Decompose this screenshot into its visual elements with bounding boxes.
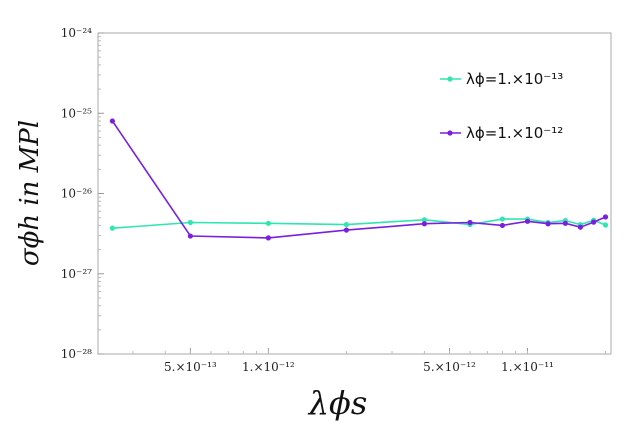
legend-label: λϕ=1.×10⁻¹² <box>466 124 563 142</box>
legend-marker <box>447 130 453 136</box>
x-tick-label: 5.×10⁻¹³ <box>164 360 217 374</box>
series-line-1 <box>112 218 606 229</box>
data-point <box>545 221 551 227</box>
data-point <box>343 221 349 228</box>
data-point <box>524 218 531 224</box>
data-point <box>499 216 505 222</box>
x-tick-label: 5.×10⁻¹² <box>423 360 476 374</box>
data-point <box>602 222 609 228</box>
y-tick-label: 10⁻²⁵ <box>61 106 92 120</box>
data-point <box>421 221 427 227</box>
series-layer <box>109 118 609 241</box>
data-point <box>577 224 583 230</box>
data-point <box>343 227 349 233</box>
data-point <box>187 233 193 239</box>
legend: λϕ=1.×10⁻¹³ λϕ=1.×10⁻¹² <box>440 70 563 142</box>
x-tick-label: 1.×10⁻¹¹ <box>501 360 554 374</box>
y-tick-label: 10⁻²⁶ <box>61 187 92 201</box>
data-point <box>421 217 427 223</box>
x-axis-title: λϕs <box>307 384 368 422</box>
legend-label: λϕ=1.×10⁻¹³ <box>466 70 563 88</box>
data-point <box>591 219 597 225</box>
data-point <box>562 220 568 226</box>
data-point <box>109 118 115 124</box>
data-point <box>109 225 115 231</box>
x-axis: 5.×10⁻¹³ 1.×10⁻¹² 5.×10⁻¹² 1.×10⁻¹¹ <box>132 348 607 374</box>
data-point <box>265 220 271 226</box>
y-tick-label: 10⁻²⁴ <box>61 26 92 40</box>
y-axis: 10⁻²⁸ 10⁻²⁷ 10⁻²⁶ 10⁻²⁵ 10⁻²⁴ <box>61 26 104 361</box>
y-tick-label: 10⁻²⁸ <box>61 347 92 361</box>
data-point <box>187 219 193 226</box>
data-point <box>467 219 473 226</box>
legend-marker <box>447 76 453 82</box>
data-point <box>602 214 609 220</box>
y-tick-label: 10⁻²⁷ <box>61 267 92 281</box>
data-point <box>499 222 505 229</box>
data-point <box>265 235 271 241</box>
y-axis-title: σϕh in MPl <box>15 120 45 266</box>
x-tick-label: 1.×10⁻¹² <box>242 360 295 374</box>
